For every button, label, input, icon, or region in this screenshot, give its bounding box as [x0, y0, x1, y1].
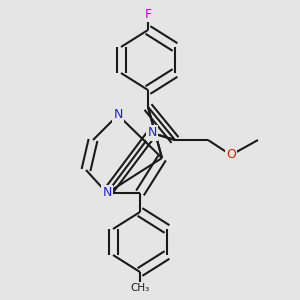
Text: F: F [144, 8, 152, 20]
Text: O: O [226, 148, 236, 161]
Text: N: N [113, 109, 123, 122]
Text: CH₃: CH₃ [130, 283, 150, 293]
Text: N: N [147, 127, 157, 140]
Text: N: N [102, 187, 112, 200]
